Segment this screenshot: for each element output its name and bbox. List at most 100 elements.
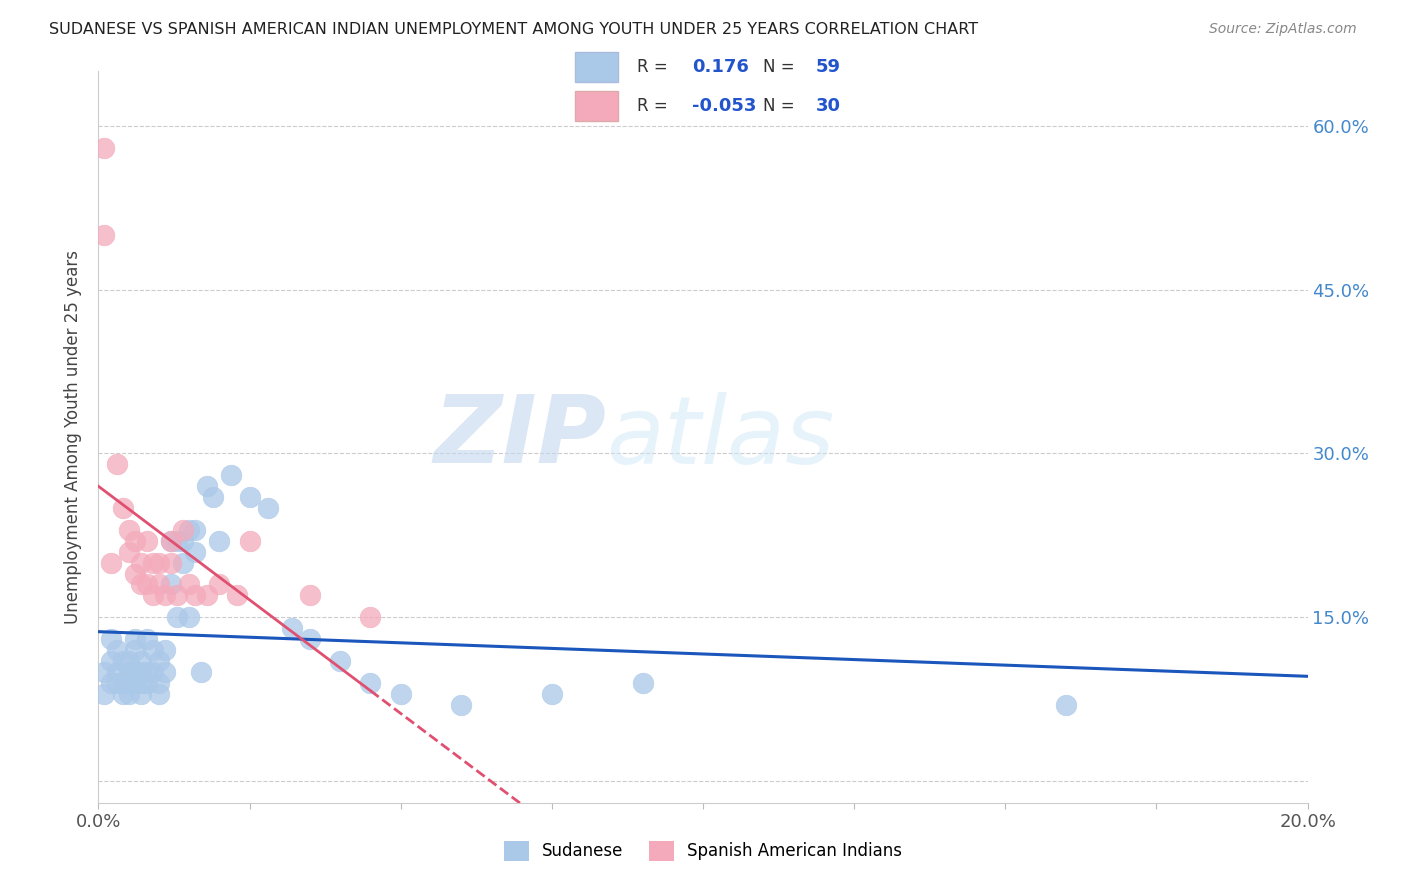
- Point: [148, 577, 170, 591]
- Point: [195, 479, 218, 493]
- Text: SUDANESE VS SPANISH AMERICAN INDIAN UNEMPLOYMENT AMONG YOUTH UNDER 25 YEARS CORR: SUDANESE VS SPANISH AMERICAN INDIAN UNEM…: [49, 22, 979, 37]
- Point: [142, 665, 165, 679]
- Point: [166, 610, 188, 624]
- Point: [124, 632, 146, 646]
- Point: [160, 577, 183, 591]
- Point: [190, 665, 212, 679]
- Point: [389, 687, 412, 701]
- Text: 30: 30: [815, 96, 841, 114]
- Text: atlas: atlas: [606, 392, 835, 483]
- Point: [299, 588, 322, 602]
- Point: [129, 665, 152, 679]
- Point: [195, 588, 218, 602]
- Point: [111, 687, 134, 701]
- Point: [142, 556, 165, 570]
- Point: [135, 533, 157, 548]
- Point: [226, 588, 249, 602]
- Text: N =: N =: [763, 96, 794, 114]
- Point: [129, 556, 152, 570]
- Text: 0.176: 0.176: [692, 58, 749, 76]
- Point: [281, 621, 304, 635]
- Text: R =: R =: [637, 96, 668, 114]
- Point: [631, 675, 654, 690]
- Point: [93, 228, 115, 243]
- Point: [184, 523, 207, 537]
- Point: [129, 577, 152, 591]
- Point: [172, 533, 194, 548]
- Point: [540, 687, 562, 701]
- Point: [93, 687, 115, 701]
- Point: [124, 533, 146, 548]
- Point: [93, 665, 115, 679]
- Point: [179, 577, 201, 591]
- Point: [124, 665, 146, 679]
- Point: [142, 643, 165, 657]
- Point: [118, 545, 141, 559]
- Point: [172, 556, 194, 570]
- Point: [124, 566, 146, 581]
- Point: [111, 501, 134, 516]
- Point: [148, 556, 170, 570]
- Point: [124, 675, 146, 690]
- Point: [202, 490, 225, 504]
- Point: [100, 632, 122, 646]
- Point: [239, 533, 262, 548]
- Point: [105, 643, 128, 657]
- Point: [105, 665, 128, 679]
- Text: Source: ZipAtlas.com: Source: ZipAtlas.com: [1209, 22, 1357, 37]
- Text: N =: N =: [763, 58, 794, 76]
- Point: [184, 588, 207, 602]
- Point: [153, 588, 176, 602]
- Text: -0.053: -0.053: [692, 96, 756, 114]
- Point: [160, 556, 183, 570]
- Point: [172, 523, 194, 537]
- FancyBboxPatch shape: [575, 53, 619, 82]
- Point: [118, 665, 141, 679]
- Text: R =: R =: [637, 58, 668, 76]
- Point: [142, 588, 165, 602]
- Point: [100, 556, 122, 570]
- Point: [111, 654, 134, 668]
- Point: [450, 698, 472, 712]
- Point: [153, 665, 176, 679]
- Point: [100, 654, 122, 668]
- Point: [179, 610, 201, 624]
- Point: [118, 675, 141, 690]
- Text: ZIP: ZIP: [433, 391, 606, 483]
- Point: [118, 687, 141, 701]
- Point: [239, 490, 262, 504]
- Point: [148, 654, 170, 668]
- Point: [93, 141, 115, 155]
- Point: [160, 533, 183, 548]
- Point: [299, 632, 322, 646]
- Point: [221, 468, 243, 483]
- Point: [135, 675, 157, 690]
- Point: [118, 654, 141, 668]
- Point: [148, 675, 170, 690]
- Point: [129, 654, 152, 668]
- Point: [148, 687, 170, 701]
- Point: [166, 588, 188, 602]
- Point: [153, 643, 176, 657]
- Point: [118, 523, 141, 537]
- Point: [360, 610, 382, 624]
- Y-axis label: Unemployment Among Youth under 25 years: Unemployment Among Youth under 25 years: [65, 250, 83, 624]
- Point: [129, 687, 152, 701]
- Point: [100, 675, 122, 690]
- FancyBboxPatch shape: [575, 91, 619, 120]
- Point: [184, 545, 207, 559]
- Point: [208, 577, 231, 591]
- Point: [129, 675, 152, 690]
- Point: [111, 675, 134, 690]
- Point: [329, 654, 352, 668]
- Text: 59: 59: [815, 58, 841, 76]
- Point: [208, 533, 231, 548]
- Point: [160, 533, 183, 548]
- Point: [1054, 698, 1077, 712]
- Point: [360, 675, 382, 690]
- Point: [179, 523, 201, 537]
- Point: [124, 643, 146, 657]
- Legend: Sudanese, Spanish American Indians: Sudanese, Spanish American Indians: [498, 834, 908, 868]
- Point: [105, 458, 128, 472]
- Point: [135, 632, 157, 646]
